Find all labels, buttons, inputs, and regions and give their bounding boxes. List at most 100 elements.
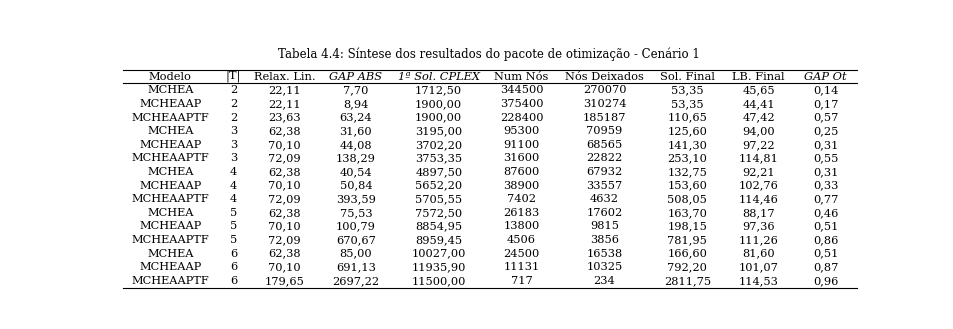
Text: MCHEA: MCHEA: [147, 208, 193, 218]
Text: MCHEA: MCHEA: [147, 249, 193, 259]
Text: 185187: 185187: [582, 113, 625, 122]
Text: LB. Final: LB. Final: [731, 72, 784, 82]
Text: 70,10: 70,10: [268, 221, 301, 232]
Text: 101,07: 101,07: [738, 262, 778, 272]
Text: 70,10: 70,10: [268, 181, 301, 190]
Text: 4: 4: [230, 167, 237, 177]
Text: 0,57: 0,57: [812, 113, 838, 122]
Text: 3195,00: 3195,00: [415, 126, 462, 136]
Text: 5705,55: 5705,55: [415, 194, 462, 204]
Text: 62,38: 62,38: [268, 126, 301, 136]
Text: Relax. Lin.: Relax. Lin.: [253, 72, 315, 82]
Text: 253,10: 253,10: [667, 153, 706, 164]
Text: 5: 5: [230, 221, 237, 232]
Text: 0,86: 0,86: [812, 235, 838, 245]
Text: 3856: 3856: [589, 235, 618, 245]
Text: 234: 234: [593, 276, 615, 286]
Text: MCHEAAP: MCHEAAP: [139, 262, 201, 272]
Text: 33557: 33557: [586, 181, 622, 190]
Text: 53,35: 53,35: [670, 85, 703, 95]
Text: 97,22: 97,22: [741, 140, 774, 150]
Text: 3702,20: 3702,20: [415, 140, 462, 150]
Text: MCHEAAPTF: MCHEAAPTF: [132, 276, 209, 286]
Text: GAP Ot: GAP Ot: [803, 72, 846, 82]
Text: 8854,95: 8854,95: [415, 221, 462, 232]
Text: 38900: 38900: [503, 181, 539, 190]
Text: MCHEA: MCHEA: [147, 85, 193, 95]
Text: 88,17: 88,17: [741, 208, 774, 218]
Text: 141,30: 141,30: [667, 140, 706, 150]
Text: 75,53: 75,53: [339, 208, 372, 218]
Text: 0,25: 0,25: [812, 126, 838, 136]
Text: 0,31: 0,31: [812, 167, 838, 177]
Text: MCHEAAP: MCHEAAP: [139, 99, 201, 109]
Text: 138,29: 138,29: [335, 153, 375, 164]
Text: 5: 5: [230, 208, 237, 218]
Text: 153,60: 153,60: [667, 181, 706, 190]
Text: Tabela 4.4: Síntese dos resultados do pacote de otimização - Cenário 1: Tabela 4.4: Síntese dos resultados do pa…: [277, 47, 700, 61]
Text: 1900,00: 1900,00: [415, 99, 462, 109]
Text: 792,20: 792,20: [667, 262, 706, 272]
Text: 110,65: 110,65: [667, 113, 706, 122]
Text: 2: 2: [230, 99, 237, 109]
Text: 24500: 24500: [503, 249, 539, 259]
Text: MCHEA: MCHEA: [147, 126, 193, 136]
Text: 50,84: 50,84: [339, 181, 372, 190]
Text: 0,33: 0,33: [812, 181, 838, 190]
Text: 11131: 11131: [503, 262, 539, 272]
Text: 85,00: 85,00: [339, 249, 372, 259]
Text: 3753,35: 3753,35: [415, 153, 462, 164]
Text: 92,21: 92,21: [741, 167, 774, 177]
Text: 6: 6: [230, 249, 237, 259]
Text: 17602: 17602: [586, 208, 622, 218]
Text: 13800: 13800: [503, 221, 539, 232]
Text: 10325: 10325: [586, 262, 622, 272]
Text: 22,11: 22,11: [268, 85, 301, 95]
Text: 2697,22: 2697,22: [332, 276, 379, 286]
Text: 132,75: 132,75: [667, 167, 706, 177]
Text: 344500: 344500: [499, 85, 543, 95]
Text: 7,70: 7,70: [343, 85, 368, 95]
Text: 62,38: 62,38: [268, 208, 301, 218]
Text: 5652,20: 5652,20: [415, 181, 462, 190]
Text: 47,42: 47,42: [741, 113, 774, 122]
Text: 100,79: 100,79: [335, 221, 375, 232]
Text: MCHEAAP: MCHEAAP: [139, 140, 201, 150]
Text: 670,67: 670,67: [335, 235, 375, 245]
Text: MCHEAAPTF: MCHEAAPTF: [132, 153, 209, 164]
Text: 179,65: 179,65: [265, 276, 304, 286]
Text: 62,38: 62,38: [268, 167, 301, 177]
Text: 67932: 67932: [586, 167, 622, 177]
Text: 8959,45: 8959,45: [415, 235, 462, 245]
Text: 8,94: 8,94: [343, 99, 368, 109]
Text: 11935,90: 11935,90: [411, 262, 465, 272]
Text: |T|: |T|: [226, 71, 241, 83]
Text: 125,60: 125,60: [667, 126, 706, 136]
Text: 375400: 375400: [499, 99, 543, 109]
Text: 0,51: 0,51: [812, 221, 838, 232]
Text: 16538: 16538: [586, 249, 622, 259]
Text: 1712,50: 1712,50: [415, 85, 462, 95]
Text: 691,13: 691,13: [335, 262, 375, 272]
Text: 781,95: 781,95: [667, 235, 706, 245]
Text: 4506: 4506: [507, 235, 536, 245]
Text: 0,96: 0,96: [812, 276, 838, 286]
Text: 70,10: 70,10: [268, 262, 301, 272]
Text: 198,15: 198,15: [667, 221, 706, 232]
Text: 0,87: 0,87: [812, 262, 838, 272]
Text: 166,60: 166,60: [667, 249, 706, 259]
Text: 26183: 26183: [503, 208, 539, 218]
Text: 63,24: 63,24: [339, 113, 372, 122]
Text: 6: 6: [230, 262, 237, 272]
Text: 4897,50: 4897,50: [415, 167, 462, 177]
Text: 163,70: 163,70: [667, 208, 706, 218]
Text: 114,53: 114,53: [738, 276, 778, 286]
Text: 81,60: 81,60: [741, 249, 774, 259]
Text: 7572,50: 7572,50: [415, 208, 462, 218]
Text: 0,51: 0,51: [812, 249, 838, 259]
Text: 3: 3: [230, 153, 237, 164]
Text: MCHEAAPTF: MCHEAAPTF: [132, 235, 209, 245]
Text: Modelo: Modelo: [149, 72, 192, 82]
Text: 270070: 270070: [582, 85, 625, 95]
Text: 10027,00: 10027,00: [411, 249, 465, 259]
